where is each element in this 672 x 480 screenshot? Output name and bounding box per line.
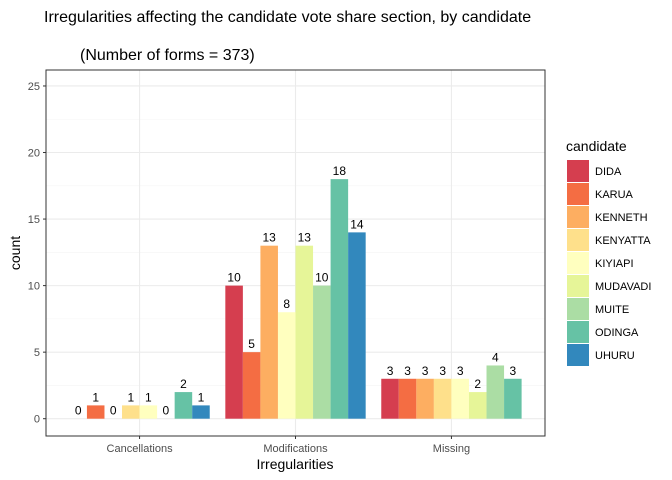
bar-value-label: 1	[92, 390, 99, 404]
bar-value-label: 5	[248, 337, 255, 351]
legend-label: KIYIAPI	[595, 258, 634, 270]
legend-label: KENNETH	[595, 212, 648, 224]
bar-value-label: 3	[404, 364, 411, 378]
legend-label: MUDAVADI	[595, 281, 651, 293]
legend-label: DIDA	[595, 166, 622, 178]
legend-label: UHURU	[595, 350, 635, 362]
bar	[225, 285, 243, 419]
y-tick-label: 5	[34, 347, 40, 359]
bar	[313, 285, 331, 419]
bar-value-label: 0	[75, 404, 82, 418]
legend: candidate DIDA KARUA KENNETH KENYATTA KIYIAP…	[566, 138, 651, 366]
bar-value-label: 1	[198, 390, 205, 404]
x-tick-label: Missing	[433, 443, 470, 455]
y-tick-label: 15	[28, 214, 40, 226]
bar	[277, 312, 296, 419]
bars	[86, 179, 522, 419]
bar	[86, 405, 105, 419]
y-axis: 0 5 10 15 20 25	[28, 81, 46, 426]
bar-value-label: 13	[263, 231, 277, 245]
bar-value-label: 4	[492, 350, 499, 364]
bar-value-label: 2	[474, 377, 481, 391]
legend-label: ODINGA	[595, 327, 639, 339]
bar-value-label: 1	[127, 390, 134, 404]
bar	[242, 352, 261, 419]
bar-value-label: 13	[298, 231, 312, 245]
y-tick-label: 0	[34, 414, 40, 426]
legend-key	[567, 183, 589, 205]
bar-value-label: 3	[387, 364, 394, 378]
bar	[398, 378, 417, 419]
bar	[192, 405, 210, 419]
legend-key	[567, 206, 589, 228]
bar	[260, 245, 278, 419]
y-axis-title: count	[7, 236, 23, 270]
bar	[139, 405, 158, 419]
x-axis-title: Irregularities	[256, 456, 333, 472]
legend-label: KARUA	[595, 189, 634, 201]
bar	[468, 392, 487, 419]
legend-label: KENYATTA	[595, 235, 651, 247]
bar-value-label: 10	[227, 271, 241, 285]
bar	[348, 232, 366, 419]
bar	[451, 378, 469, 419]
bar-value-label: 0	[110, 404, 117, 418]
bar	[416, 378, 434, 419]
legend-key	[567, 344, 589, 366]
y-tick-label: 10	[28, 281, 40, 293]
bar-value-label: 2	[180, 377, 187, 391]
bar	[330, 179, 349, 419]
legend-key	[567, 229, 589, 251]
bar-value-label: 3	[457, 364, 464, 378]
bar-value-label: 14	[350, 217, 364, 231]
bar	[174, 392, 193, 419]
bar-value-label: 8	[283, 297, 290, 311]
x-tick-label: Modifications	[263, 443, 328, 455]
bar	[122, 405, 140, 419]
chart-subtitle: (Number of forms = 373)	[80, 47, 255, 64]
bar-value-label: 3	[509, 364, 516, 378]
bar	[486, 365, 505, 419]
y-tick-label: 20	[28, 148, 40, 160]
x-axis: Cancellations Modifications Missing	[107, 436, 470, 455]
bar	[295, 245, 314, 419]
legend-key	[567, 321, 589, 343]
bar-value-label: 0	[163, 404, 170, 418]
legend-key	[567, 275, 589, 297]
chart-title: Irregularities affecting the candidate v…	[44, 9, 531, 26]
bar-value-label: 3	[439, 364, 446, 378]
legend-key	[567, 298, 589, 320]
bar-value-label: 3	[422, 364, 429, 378]
legend-label: MUITE	[595, 304, 629, 316]
bar	[433, 378, 452, 419]
bar-value-label: 10	[315, 271, 329, 285]
y-tick-label: 25	[28, 81, 40, 93]
legend-key	[567, 160, 589, 182]
bar	[504, 378, 522, 419]
bar-value-label: 18	[333, 164, 347, 178]
legend-key	[567, 252, 589, 274]
x-tick-label: Cancellations	[107, 443, 174, 455]
bar	[381, 378, 399, 419]
legend-title: candidate	[566, 138, 627, 154]
bar-value-label: 1	[145, 390, 152, 404]
